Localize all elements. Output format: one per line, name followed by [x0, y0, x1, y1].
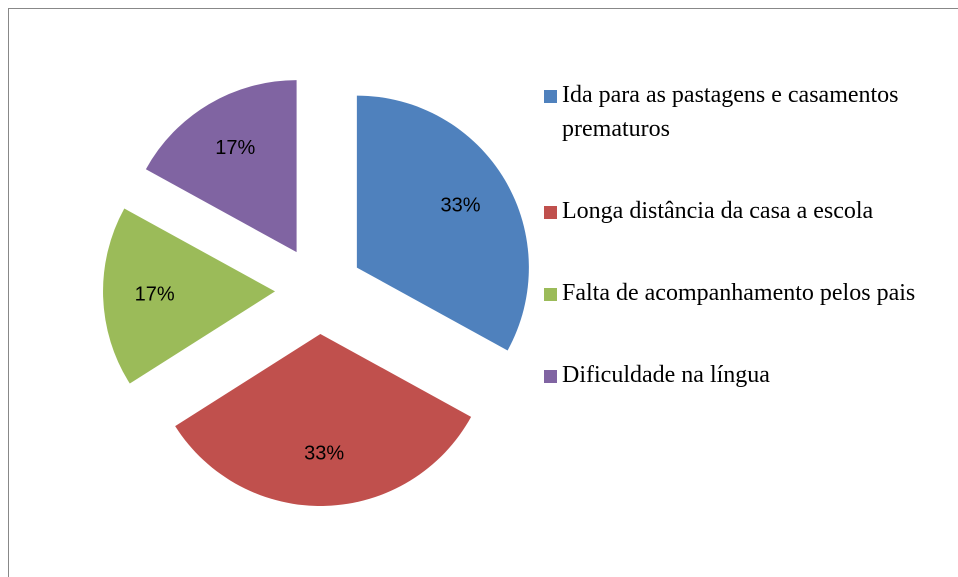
- legend-item: Ida para as pastagens e casamentos prema…: [544, 78, 949, 146]
- legend-label: Falta de acompanhamento pelos pais: [562, 280, 916, 306]
- legend: Ida para as pastagens e casamentos prema…: [544, 78, 949, 440]
- legend-swatch: [544, 206, 557, 219]
- legend-swatch: [544, 288, 557, 301]
- chart-border: [8, 8, 958, 577]
- legend-label: Ida para as pastagens e casamentos prema…: [562, 82, 899, 142]
- pie-slice: [356, 95, 529, 351]
- data-label: 33%: [440, 195, 480, 217]
- legend-swatch: [544, 370, 557, 383]
- legend-label: Dificuldade na língua: [562, 362, 770, 388]
- legend-item: Falta de acompanhamento pelos pais: [544, 276, 949, 310]
- data-label: 33%: [304, 443, 344, 465]
- data-label: 17%: [215, 137, 255, 159]
- pie-slice: [103, 208, 276, 384]
- pie-slice: [145, 80, 297, 253]
- pie-slice: [175, 333, 472, 506]
- legend-label: Longa distância da casa a escola: [562, 198, 874, 224]
- data-label: 17%: [135, 283, 175, 305]
- legend-swatch: [544, 90, 557, 103]
- legend-item: Longa distância da casa a escola: [544, 194, 949, 228]
- legend-item: Dificuldade na língua: [544, 358, 949, 392]
